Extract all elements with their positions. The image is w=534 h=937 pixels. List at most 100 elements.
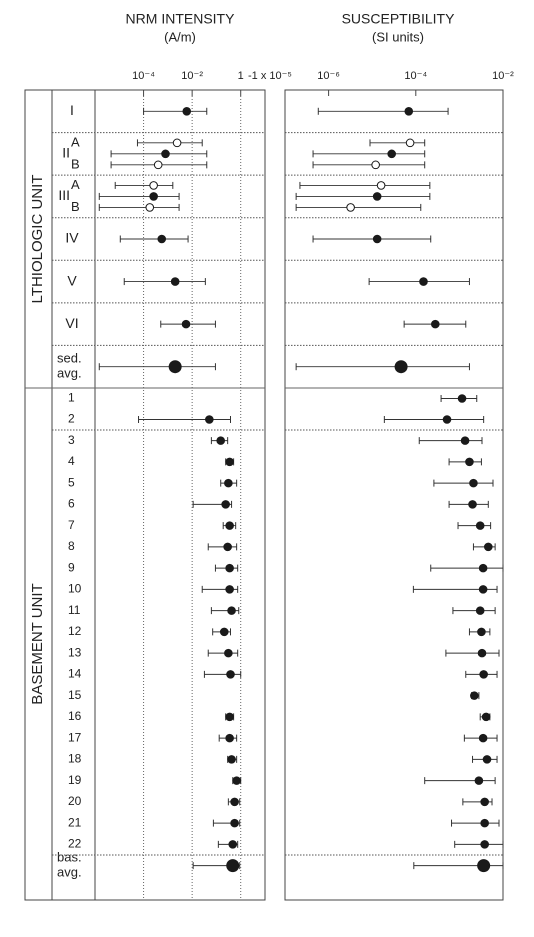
x-tick-label: 1 — [238, 70, 244, 82]
row-label: V — [67, 272, 77, 288]
row-label: A — [71, 177, 80, 192]
data-point — [224, 648, 233, 658]
row-label: A — [71, 134, 80, 149]
data-point — [470, 691, 479, 700]
row-label: 14 — [68, 667, 82, 681]
data-point — [479, 670, 488, 679]
data-point — [387, 149, 396, 159]
data-point — [149, 192, 158, 201]
data-point — [394, 360, 408, 374]
data-point — [226, 670, 235, 679]
data-point — [457, 394, 467, 403]
row-label: avg. — [57, 366, 82, 381]
chart-title: NRM INTENSITY — [126, 11, 236, 27]
data-point — [149, 181, 158, 190]
data-point — [475, 606, 485, 615]
row-label: 8 — [68, 539, 75, 553]
row-label: 5 — [68, 475, 75, 489]
data-point — [478, 733, 488, 743]
data-point — [481, 712, 491, 722]
data-point — [483, 542, 493, 552]
row-label: 16 — [68, 709, 82, 723]
right-frame — [284, 89, 504, 901]
row-label: 7 — [68, 518, 75, 532]
data-point — [228, 840, 238, 849]
data-point — [182, 106, 192, 116]
data-point — [346, 203, 355, 212]
data-point — [372, 192, 382, 201]
data-point — [230, 797, 239, 807]
data-point — [223, 542, 232, 552]
row-label: 12 — [68, 624, 82, 638]
data-point — [478, 585, 488, 594]
data-point — [226, 859, 240, 873]
data-point — [405, 138, 415, 148]
data-point — [230, 818, 239, 828]
group-label: LTHIOLOGIC UNIT — [29, 175, 46, 304]
data-point — [153, 160, 163, 170]
chart-subtitle: (SI units) — [372, 29, 424, 44]
x-tick-label: 10⁻⁶ — [317, 70, 340, 82]
x-tick-label: 10⁻² — [181, 70, 203, 82]
data-point — [172, 138, 182, 148]
row-label: B — [71, 199, 80, 214]
chart-title: SUSCEPTIBILITY — [342, 11, 455, 27]
data-point — [477, 627, 486, 637]
row-label: II — [62, 145, 70, 161]
row-label: 18 — [68, 752, 82, 766]
row-label: I — [70, 102, 74, 118]
data-point — [205, 415, 214, 424]
x-tick-label: 10⁻⁴ — [132, 70, 155, 82]
data-point — [477, 648, 487, 658]
row-label: bas. — [57, 850, 82, 865]
data-point — [474, 776, 484, 785]
data-point — [460, 436, 470, 445]
data-point — [468, 500, 477, 509]
row-label: avg. — [57, 865, 82, 880]
data-point — [419, 277, 428, 286]
data-point — [232, 776, 241, 785]
data-point — [480, 797, 489, 807]
data-point — [225, 585, 234, 594]
row-label: 20 — [68, 794, 82, 808]
data-point — [225, 733, 234, 743]
data-point — [219, 627, 229, 637]
row-label: IV — [65, 230, 79, 246]
data-point — [465, 457, 474, 467]
data-point — [227, 755, 236, 764]
chart-subtitle: (A/m) — [164, 29, 196, 44]
data-point — [145, 203, 155, 212]
data-point — [221, 500, 230, 509]
row-label: 22 — [68, 837, 82, 851]
data-point — [404, 106, 414, 116]
data-point — [216, 436, 226, 445]
data-point — [227, 606, 236, 615]
data-point — [157, 234, 167, 244]
data-point — [477, 859, 491, 873]
x-tick-label: 10⁻² — [492, 70, 514, 82]
data-point — [480, 840, 489, 849]
data-point — [469, 478, 478, 488]
data-point — [478, 563, 488, 573]
data-point — [225, 521, 234, 530]
data-point — [475, 521, 485, 530]
x-tick-label: 10⁻⁴ — [404, 70, 427, 82]
row-label: B — [71, 156, 80, 171]
row-label: 17 — [68, 730, 82, 744]
axis-note: -1 x 10⁻⁵ — [248, 70, 292, 82]
row-label: 21 — [68, 815, 82, 829]
left-frame — [24, 89, 266, 901]
data-point — [225, 712, 234, 722]
row-label: 13 — [68, 645, 82, 659]
data-point — [225, 563, 234, 573]
row-label: 11 — [68, 603, 81, 617]
data-point — [168, 360, 182, 374]
data-point — [371, 160, 380, 170]
data-point — [430, 319, 440, 329]
row-label: 19 — [68, 773, 82, 787]
group-label: BASEMENT UNIT — [29, 583, 46, 704]
row-label: 6 — [68, 497, 75, 511]
row-label: 4 — [68, 454, 75, 468]
